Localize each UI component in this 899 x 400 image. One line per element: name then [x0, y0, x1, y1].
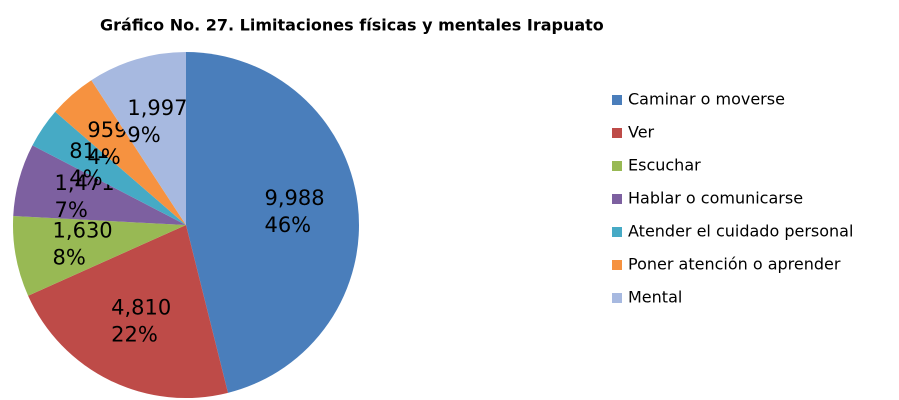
percent-label: 4% — [87, 145, 120, 169]
value-label: 9,988 — [264, 186, 324, 210]
value-label: 1,630 — [53, 219, 113, 243]
legend-label: Caminar o moverse — [628, 90, 785, 109]
percent-label: 7% — [54, 198, 87, 222]
legend-swatch — [612, 227, 622, 237]
chart-title: Gráfico No. 27. Limitaciones físicas y m… — [100, 16, 604, 35]
pie-slice — [13, 216, 187, 296]
pie-slice — [32, 111, 186, 225]
percent-label: 8% — [53, 246, 86, 270]
legend-swatch — [612, 293, 622, 303]
legend-label: Hablar o comunicarse — [628, 189, 803, 208]
legend-swatch — [612, 95, 622, 105]
percent-label: 46% — [264, 213, 311, 237]
legend-swatch — [612, 128, 622, 138]
pie-slice — [13, 145, 187, 225]
percent-label: 9% — [127, 123, 160, 147]
legend-swatch — [612, 260, 622, 270]
value-label: 1,997 — [127, 96, 187, 120]
legend-swatch — [612, 194, 622, 204]
legend-label: Poner atención o aprender — [628, 255, 841, 274]
pie-slice — [186, 52, 359, 393]
legend-label: Ver — [628, 123, 655, 142]
pie-slice — [91, 51, 186, 225]
legend-label: Atender el cuidado personal — [628, 222, 853, 241]
percent-label: 22% — [111, 322, 158, 346]
legend-label: Mental — [628, 288, 682, 307]
legend-label: Escuchar — [628, 156, 701, 175]
pie-slice — [28, 225, 228, 398]
value-label: 4,810 — [111, 295, 171, 319]
legend-swatch — [612, 161, 622, 171]
pie-slice — [55, 80, 187, 225]
percent-label: 4% — [69, 166, 102, 190]
